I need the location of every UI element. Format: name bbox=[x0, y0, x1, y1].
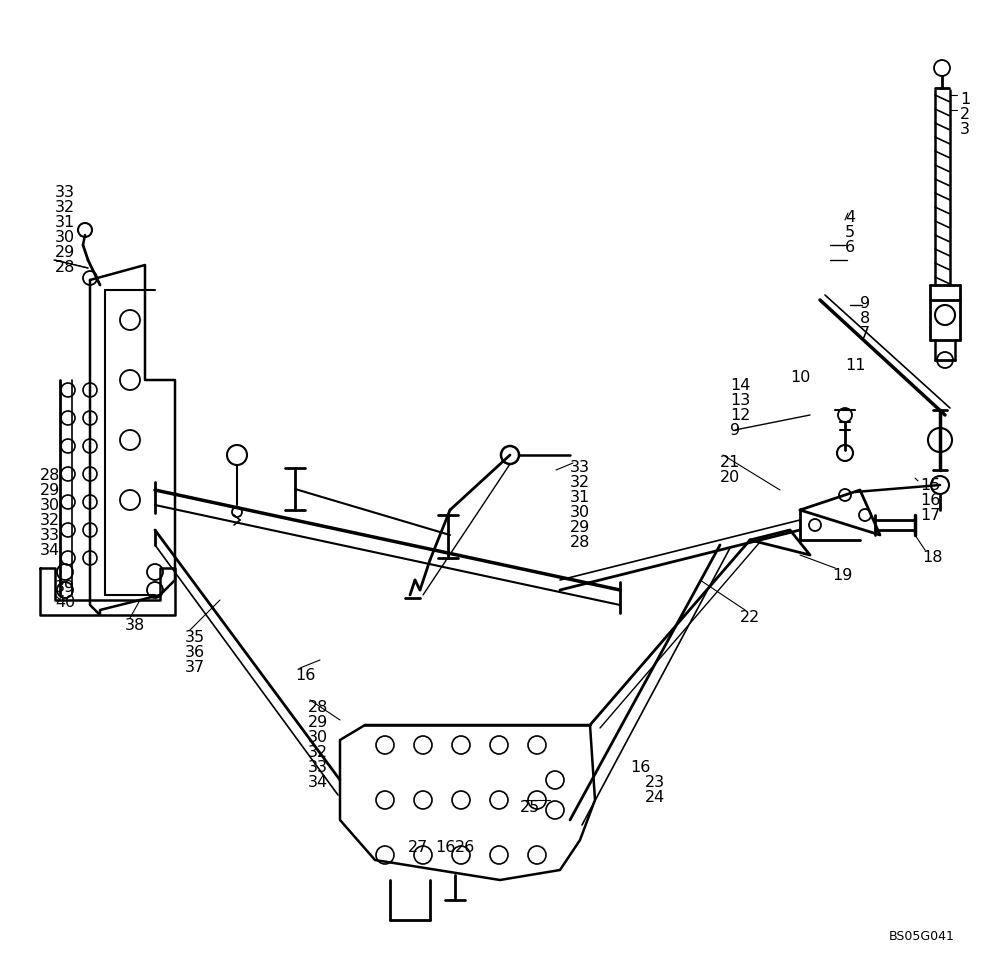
Text: 33: 33 bbox=[570, 460, 590, 475]
Text: 4: 4 bbox=[845, 210, 855, 225]
Text: 11: 11 bbox=[845, 358, 866, 373]
Text: 10: 10 bbox=[790, 370, 810, 385]
Text: 16: 16 bbox=[295, 668, 315, 683]
Text: 34: 34 bbox=[40, 543, 60, 558]
Text: 8: 8 bbox=[860, 311, 870, 326]
Text: 5: 5 bbox=[845, 225, 855, 240]
Text: 26: 26 bbox=[455, 840, 475, 855]
Text: 16: 16 bbox=[920, 493, 940, 508]
Text: 27: 27 bbox=[408, 840, 428, 855]
Text: 21: 21 bbox=[720, 455, 740, 470]
Text: BS05G041: BS05G041 bbox=[889, 930, 955, 943]
Text: 31: 31 bbox=[55, 215, 75, 230]
Text: 33: 33 bbox=[55, 185, 75, 200]
Text: 6: 6 bbox=[845, 240, 855, 255]
Text: 28: 28 bbox=[308, 700, 328, 715]
Text: 32: 32 bbox=[55, 200, 75, 215]
Text: 39: 39 bbox=[55, 580, 75, 595]
Text: 7: 7 bbox=[860, 326, 870, 341]
Text: 37: 37 bbox=[185, 660, 205, 675]
Text: 19: 19 bbox=[832, 568, 852, 583]
Text: 16: 16 bbox=[435, 840, 455, 855]
Text: 34: 34 bbox=[308, 775, 328, 790]
Text: 2: 2 bbox=[960, 107, 970, 122]
Text: 18: 18 bbox=[922, 550, 942, 565]
Text: 29: 29 bbox=[308, 715, 328, 730]
Text: 32: 32 bbox=[570, 475, 590, 490]
Text: 14: 14 bbox=[730, 378, 750, 393]
Text: 28: 28 bbox=[40, 468, 60, 483]
Text: 13: 13 bbox=[730, 393, 750, 408]
Text: 25: 25 bbox=[520, 800, 540, 815]
Text: 28: 28 bbox=[55, 260, 75, 275]
Text: 9: 9 bbox=[860, 296, 870, 311]
Text: 17: 17 bbox=[920, 508, 940, 523]
Text: 38: 38 bbox=[125, 618, 145, 633]
Text: 12: 12 bbox=[730, 408, 750, 423]
Text: 33: 33 bbox=[308, 760, 328, 775]
Text: 22: 22 bbox=[740, 610, 760, 625]
Text: 24: 24 bbox=[645, 790, 665, 805]
Text: 40: 40 bbox=[55, 595, 75, 610]
Text: 29: 29 bbox=[570, 520, 590, 535]
Text: 36: 36 bbox=[185, 645, 205, 660]
Text: 9: 9 bbox=[730, 423, 740, 438]
Text: 29: 29 bbox=[55, 245, 75, 260]
Text: 33: 33 bbox=[40, 528, 60, 543]
Text: 20: 20 bbox=[720, 470, 740, 485]
Circle shape bbox=[232, 507, 242, 517]
Text: 32: 32 bbox=[40, 513, 60, 528]
Text: 28: 28 bbox=[570, 535, 590, 550]
Text: 35: 35 bbox=[185, 630, 205, 645]
Text: 30: 30 bbox=[40, 498, 60, 513]
Text: 16: 16 bbox=[630, 760, 650, 775]
Text: 29: 29 bbox=[40, 483, 60, 498]
Text: 1: 1 bbox=[960, 92, 970, 107]
Text: 30: 30 bbox=[308, 730, 328, 745]
Text: 3: 3 bbox=[960, 122, 970, 137]
Text: 30: 30 bbox=[55, 230, 75, 245]
Text: 23: 23 bbox=[645, 775, 665, 790]
Text: 15: 15 bbox=[920, 478, 940, 493]
Text: 30: 30 bbox=[570, 505, 590, 520]
Text: 32: 32 bbox=[308, 745, 328, 760]
Text: 31: 31 bbox=[570, 490, 590, 505]
